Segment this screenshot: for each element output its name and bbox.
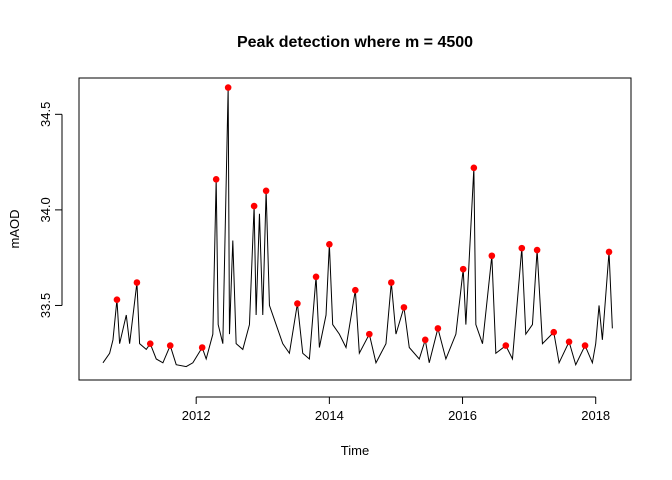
peak-point — [312, 273, 320, 281]
peak-point — [326, 240, 333, 248]
x-tick-label: 2016 — [448, 408, 477, 423]
y-tick-label: 34.0 — [38, 197, 53, 222]
peak-point — [470, 164, 478, 172]
peak-point — [434, 325, 442, 332]
peak-point — [224, 84, 232, 91]
peak-point — [550, 328, 558, 336]
peak-point — [146, 340, 154, 347]
x-axis-label: Time — [341, 443, 369, 458]
peak-point — [366, 330, 373, 338]
peak-point — [533, 246, 541, 254]
peak-point — [387, 279, 395, 286]
y-tick-label: 33.5 — [38, 293, 53, 318]
y-axis-label: mAOD — [7, 210, 22, 249]
y-tick-label: 34.5 — [38, 102, 53, 127]
x-tick-label: 2012 — [182, 408, 211, 423]
peak-point — [518, 244, 526, 252]
peak-point — [502, 342, 510, 349]
peak-point — [605, 248, 613, 256]
peak-point — [166, 342, 174, 349]
data-line — [102, 87, 613, 368]
peak-point — [565, 338, 573, 346]
peak-point — [352, 286, 359, 294]
peak-point — [400, 304, 408, 311]
peak-point — [581, 342, 589, 349]
peak-point — [250, 202, 258, 210]
peak-point — [294, 300, 301, 307]
peak-point — [488, 252, 496, 260]
plot-box — [78, 77, 632, 381]
peak-point — [133, 279, 141, 286]
peak-point — [421, 336, 429, 344]
peak-point — [459, 265, 467, 273]
peak-point — [212, 176, 220, 183]
peak-point — [113, 296, 121, 304]
x-tick-label: 2018 — [581, 408, 610, 423]
peak-point — [198, 344, 206, 351]
x-tick-label: 2014 — [315, 408, 344, 423]
peak-point — [262, 187, 270, 195]
chart-title: Peak detection where m = 4500 — [237, 34, 473, 51]
